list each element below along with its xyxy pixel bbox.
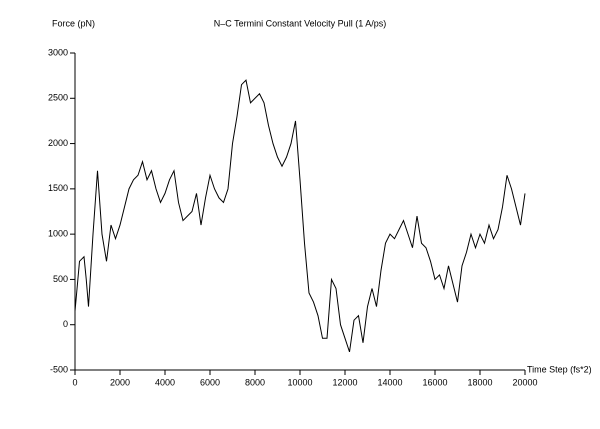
x-tick-label: 18000 xyxy=(467,377,492,387)
x-tick-label: 8000 xyxy=(245,377,265,387)
y-axis-label: Force (pN) xyxy=(52,18,95,28)
y-tick-label: 500 xyxy=(53,274,68,284)
y-tick-label: 1000 xyxy=(48,229,68,239)
x-axis-label: Time Step (fs*2) xyxy=(527,364,592,374)
y-tick-label: -500 xyxy=(50,364,68,374)
chart-title: N–C Termini Constant Velocity Pull (1 A/… xyxy=(214,18,386,28)
x-tick-label: 0 xyxy=(72,377,77,387)
y-tick-label: 2000 xyxy=(48,138,68,148)
x-tick-label: 20000 xyxy=(512,377,537,387)
x-tick-label: 14000 xyxy=(377,377,402,387)
x-tick-label: 6000 xyxy=(200,377,220,387)
y-tick-label: 1500 xyxy=(48,183,68,193)
y-tick-label: 3000 xyxy=(48,47,68,57)
x-tick-label: 4000 xyxy=(155,377,175,387)
data-line xyxy=(74,79,526,353)
x-tick-label: 2000 xyxy=(110,377,130,387)
x-tick-label: 12000 xyxy=(332,377,357,387)
x-tick-label: 16000 xyxy=(422,377,447,387)
y-tick-label: 0 xyxy=(63,319,68,329)
x-tick-label: 10000 xyxy=(287,377,312,387)
y-tick-label: 2500 xyxy=(48,93,68,103)
